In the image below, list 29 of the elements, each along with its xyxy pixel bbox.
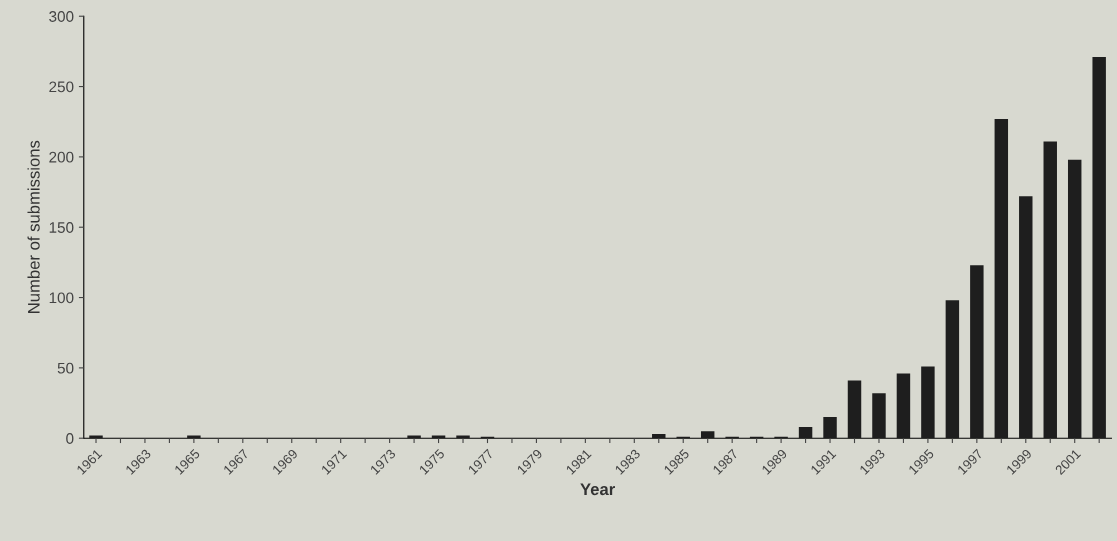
x-axis-title: Year	[580, 483, 615, 496]
y-tick-label: 50	[57, 362, 74, 374]
bar	[872, 393, 886, 439]
y-tick-label: 200	[49, 151, 74, 163]
bar	[1092, 57, 1106, 439]
y-tick-label: 300	[49, 11, 74, 22]
bar	[431, 435, 446, 439]
y-tick-label: 150	[49, 222, 74, 233]
y-tick-label: 100	[49, 292, 74, 304]
bar	[187, 435, 201, 439]
bar	[970, 265, 984, 439]
bar	[89, 435, 103, 439]
bar	[896, 373, 911, 439]
bar	[652, 433, 666, 439]
bar	[407, 435, 421, 439]
bar	[994, 118, 1009, 439]
bar	[1019, 196, 1033, 439]
bar	[945, 300, 960, 439]
y-tick-label: 0	[66, 433, 74, 444]
bar	[823, 417, 837, 439]
bar	[700, 431, 715, 439]
y-axis-title: Number of submissions	[27, 140, 40, 313]
bar	[1043, 141, 1057, 439]
bar	[798, 426, 813, 439]
bar	[921, 366, 935, 439]
bar	[847, 380, 862, 439]
bar	[1067, 159, 1082, 439]
y-tick-label: 250	[49, 81, 74, 93]
bar	[456, 435, 470, 439]
